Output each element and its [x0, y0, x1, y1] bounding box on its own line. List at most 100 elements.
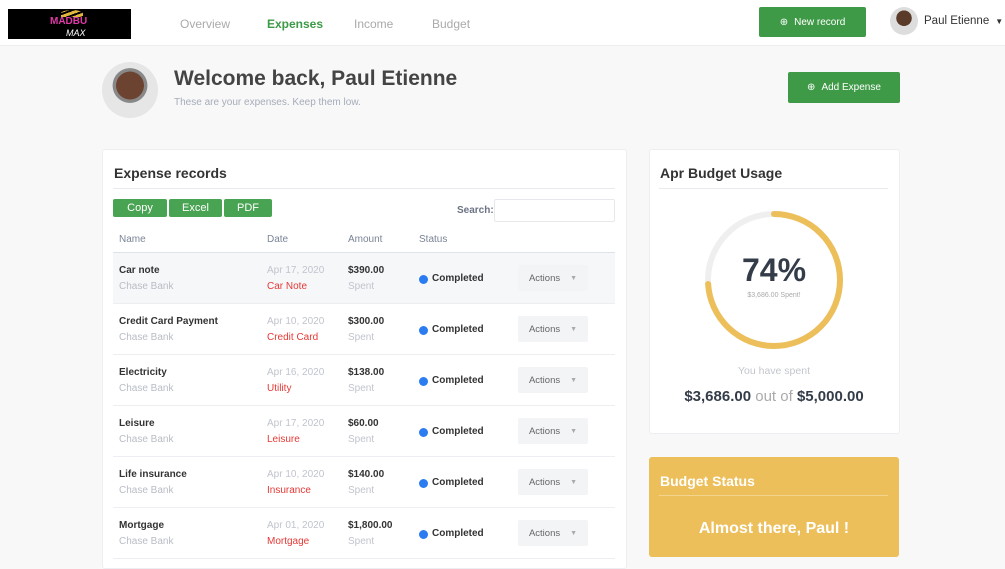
- status-message: Almost there, Paul !: [698, 520, 850, 537]
- avatar: [890, 7, 918, 35]
- expense-bank: Chase Bank: [119, 383, 174, 394]
- status-badge: Completed: [419, 324, 484, 336]
- search-input[interactable]: [494, 199, 615, 222]
- status-dot-icon: [419, 325, 428, 335]
- plus-circle-icon: ⊕: [807, 82, 816, 93]
- status-badge: Completed: [419, 426, 484, 438]
- plus-circle-icon: ⊕: [779, 16, 789, 28]
- expense-category[interactable]: Credit Card: [267, 332, 319, 343]
- status-badge: Completed: [419, 375, 484, 387]
- expense-name: Electricity: [119, 367, 167, 378]
- status-dot-icon: [419, 427, 428, 437]
- table-row: Life insurance Chase Bank Apr 10, 2020 I…: [113, 457, 615, 508]
- top-navbar: MADBU MAX Overview Expenses Income Budget…: [0, 0, 1005, 46]
- expense-amount-note: Spent: [348, 281, 375, 292]
- expense-date: Apr 01, 2020: [267, 520, 325, 531]
- actions-dropdown[interactable]: Actions ▼: [518, 316, 588, 342]
- caret-down-icon: ▼: [570, 427, 578, 435]
- expense-category[interactable]: Insurance: [267, 485, 311, 496]
- status-dot-icon: [419, 274, 428, 284]
- table-row: Electricity Chase Bank Apr 16, 2020 Util…: [113, 355, 615, 406]
- column-header-status[interactable]: Status: [419, 234, 448, 245]
- budget-title: Apr Budget Usage: [660, 165, 783, 181]
- budget-usage-card: [649, 149, 900, 434]
- expense-date: Apr 17, 2020: [267, 418, 325, 429]
- expense-bank: Chase Bank: [119, 434, 174, 445]
- search-label: Search:: [457, 205, 494, 216]
- expense-date: Apr 16, 2020: [267, 367, 325, 378]
- expense-category[interactable]: Utility: [267, 383, 292, 394]
- actions-dropdown[interactable]: Actions ▼: [518, 418, 588, 444]
- page-title: Welcome back, Paul Etienne: [174, 67, 458, 90]
- budget-spent-caption: $3,686.00 Spent!: [747, 292, 801, 299]
- column-header-name[interactable]: Name: [119, 234, 146, 245]
- logo[interactable]: MADBU MAX: [8, 9, 131, 39]
- expense-name: Mortgage: [119, 520, 164, 531]
- excel-button[interactable]: Excel: [169, 199, 222, 217]
- expense-bank: Chase Bank: [119, 332, 174, 343]
- status-title: Budget Status: [660, 473, 755, 489]
- expense-amount: $300.00: [348, 316, 385, 327]
- caret-down-icon: ▼: [570, 325, 578, 333]
- expense-category[interactable]: Mortgage: [267, 536, 310, 547]
- expense-name: Life insurance: [119, 469, 187, 480]
- expense-date: Apr 10, 2020: [267, 316, 325, 327]
- actions-dropdown[interactable]: Actions ▼: [518, 367, 588, 393]
- status-badge: Completed: [419, 273, 484, 285]
- add-expense-button[interactable]: ⊕ Add Expense: [788, 72, 900, 103]
- page-subtitle: These are your expenses. Keep them low.: [174, 97, 361, 108]
- status-dot-icon: [419, 478, 428, 488]
- you-have-spent-label: You have spent: [737, 365, 810, 377]
- expense-amount: $138.00: [348, 367, 385, 378]
- caret-down-icon: ▼: [995, 16, 1004, 26]
- records-title: Expense records: [114, 165, 227, 181]
- expense-name: Car note: [119, 265, 160, 276]
- new-record-button[interactable]: ⊕ New record: [759, 7, 866, 37]
- status-dot-icon: [419, 529, 428, 539]
- budget-percent: 74%: [741, 252, 807, 288]
- user-menu[interactable]: Paul Etienne ▼: [890, 7, 1003, 35]
- copy-button[interactable]: Copy: [113, 199, 167, 217]
- table-row: Leisure Chase Bank Apr 17, 2020 Leisure …: [113, 406, 615, 457]
- caret-down-icon: ▼: [570, 478, 578, 486]
- table-row: Credit Card Payment Chase Bank Apr 10, 2…: [113, 304, 615, 355]
- expense-date: Apr 10, 2020: [267, 469, 325, 480]
- expense-bank: Chase Bank: [119, 536, 174, 547]
- expense-amount-note: Spent: [348, 332, 375, 343]
- nav-income[interactable]: Income: [354, 17, 394, 31]
- expense-name: Leisure: [119, 418, 155, 429]
- column-header-amount[interactable]: Amount: [348, 234, 383, 245]
- expense-amount: $140.00: [348, 469, 385, 480]
- expense-category[interactable]: Leisure: [267, 434, 300, 445]
- expense-category[interactable]: Car Note: [267, 281, 308, 292]
- actions-dropdown[interactable]: Actions ▼: [518, 469, 588, 495]
- status-badge: Completed: [419, 477, 484, 489]
- column-header-date[interactable]: Date: [267, 234, 289, 245]
- expense-date: Apr 17, 2020: [267, 265, 325, 276]
- expense-amount-note: Spent: [348, 434, 375, 445]
- actions-dropdown[interactable]: Actions ▼: [518, 520, 588, 546]
- nav-budget[interactable]: Budget: [432, 17, 471, 31]
- status-badge: Completed: [419, 528, 484, 540]
- expense-amount: $390.00: [348, 265, 385, 276]
- nav-expenses[interactable]: Expenses: [267, 17, 324, 31]
- expense-amount: $1,800.00: [348, 520, 393, 531]
- budget-summary: $3,686.00 out of $5,000.00: [684, 388, 864, 405]
- status-dot-icon: [419, 376, 428, 386]
- ring-progress: [705, 211, 843, 349]
- expense-amount: $60.00: [348, 418, 379, 429]
- expense-bank: Chase Bank: [119, 485, 174, 496]
- expense-name: Credit Card Payment: [119, 316, 218, 327]
- actions-dropdown[interactable]: Actions ▼: [518, 265, 588, 291]
- budget-ring: [705, 211, 843, 349]
- caret-down-icon: ▼: [570, 274, 578, 282]
- pdf-button[interactable]: PDF: [224, 199, 272, 217]
- nav-overview[interactable]: Overview: [180, 17, 231, 31]
- budget-status-card: Budget Status Almost there, Paul !: [649, 457, 899, 557]
- expense-amount-note: Spent: [348, 485, 375, 496]
- caret-down-icon: ▼: [570, 376, 578, 384]
- expense-amount-note: Spent: [348, 536, 375, 547]
- expense-amount-note: Spent: [348, 383, 375, 394]
- table-row: Mortgage Chase Bank Apr 01, 2020 Mortgag…: [113, 508, 615, 559]
- profile-avatar: [102, 62, 158, 118]
